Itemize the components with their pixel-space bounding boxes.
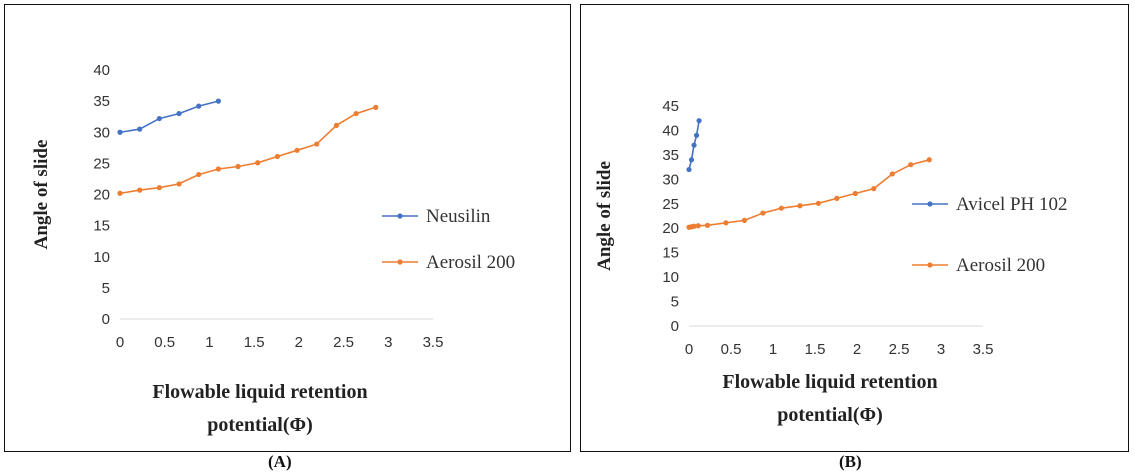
x-tick-label: 1.5 — [244, 334, 265, 351]
panel-label-b: (B) — [839, 452, 862, 471]
data-point — [373, 104, 379, 110]
x-axis-label: Flowable liquid retention — [722, 371, 937, 393]
x-axis-label: Flowable liquid retention — [152, 381, 367, 403]
y-tick-label: 40 — [662, 122, 679, 139]
y-tick-label: 25 — [662, 196, 679, 213]
legend-label: Avicel PH 102 — [956, 194, 1068, 215]
x-tick-label: 2.5 — [889, 341, 910, 358]
y-tick-label: 10 — [93, 249, 110, 266]
data-point — [908, 162, 914, 168]
legend-marker — [927, 262, 933, 268]
data-point — [834, 195, 840, 201]
data-point — [778, 205, 784, 211]
y-tick-label: 25 — [93, 155, 110, 172]
legend-marker — [397, 213, 403, 219]
data-point — [688, 157, 695, 163]
x-tick-label: 3 — [937, 341, 945, 358]
panel-label-a: (A) — [268, 452, 292, 471]
data-point — [926, 157, 932, 163]
x-tick-label: 1 — [205, 334, 213, 351]
chart-panel-a: 0 5 10 15 20 25 30 35 40 0 0.5 1 1.5 2 2.5 3 3.5 Angle of… — [4, 4, 571, 452]
data-point — [196, 103, 202, 109]
data-point — [889, 171, 895, 177]
x-tick-label: 1 — [769, 341, 777, 358]
data-point — [704, 222, 711, 228]
data-point — [691, 142, 697, 148]
y-tick-label: 30 — [662, 171, 679, 188]
data-point — [215, 166, 221, 172]
chart-b: 0 5 10 15 20 25 30 35 40 45 0 0.5 1 1.5 2 2.5 3 3.5 Angle … — [594, 98, 1068, 426]
y-tick-label: 10 — [662, 269, 679, 286]
data-point — [274, 153, 280, 160]
x-tick-label: 3.5 — [423, 334, 444, 351]
y-tick-label: 45 — [662, 98, 679, 115]
data-point — [294, 147, 300, 153]
data-point — [196, 171, 202, 178]
data-point — [117, 190, 123, 196]
legend-label: Neusilin — [426, 206, 491, 227]
y-tick-label: 40 — [93, 62, 110, 79]
data-point — [797, 203, 803, 209]
data-point — [117, 129, 123, 135]
y-tick-label: 0 — [102, 311, 110, 328]
data-point — [156, 185, 162, 191]
data-point — [215, 98, 221, 104]
x-tick-label: 0.5 — [154, 334, 175, 351]
x-tick-label: 0.5 — [721, 341, 742, 358]
series-line — [688, 159, 930, 228]
data-point — [760, 210, 766, 216]
data-point — [871, 186, 877, 192]
data-point — [333, 122, 340, 129]
legend-marker — [927, 201, 933, 207]
data-point — [693, 132, 700, 138]
series-line — [119, 106, 377, 195]
legend-label: Aerosil 200 — [956, 255, 1045, 276]
data-point — [176, 181, 182, 187]
data-point — [176, 110, 182, 117]
x-tick-label: 2.5 — [333, 334, 354, 351]
y-tick-label: 20 — [662, 220, 679, 237]
x-axis-label: potential(Φ) — [207, 414, 312, 436]
data-point — [686, 166, 692, 173]
y-tick-label: 20 — [93, 187, 110, 204]
chart-panel-b: 0 5 10 15 20 25 30 35 40 45 0 0.5 1 1.5 2 2.5 3 3.5 Angle … — [580, 4, 1129, 452]
legend-label: Aerosil 200 — [426, 252, 515, 273]
series-line — [119, 100, 219, 134]
y-axis-label: Angle of slide — [594, 161, 615, 271]
y-tick-label: 15 — [662, 245, 679, 262]
x-tick-label: 0 — [685, 341, 693, 358]
y-tick-label: 0 — [671, 318, 679, 335]
data-point — [696, 118, 702, 124]
x-tick-label: 1.5 — [805, 341, 826, 358]
y-tick-label: 35 — [662, 147, 679, 164]
x-tick-label: 0 — [116, 334, 124, 351]
data-point — [255, 160, 261, 166]
data-point — [741, 217, 748, 223]
data-point — [691, 223, 697, 229]
data-point — [815, 200, 821, 206]
data-point — [852, 190, 858, 197]
data-point — [156, 115, 162, 122]
data-point — [353, 110, 359, 117]
data-point — [235, 163, 241, 170]
x-tick-label: 3.5 — [973, 341, 994, 358]
x-tick-label: 2 — [853, 341, 861, 358]
y-axis-label: Angle of slide — [31, 140, 52, 250]
y-tick-label: 35 — [93, 93, 110, 110]
x-axis-label: potential(Φ) — [777, 404, 882, 426]
y-tick-label: 5 — [102, 280, 110, 297]
data-point — [695, 223, 701, 229]
chart-a: 0 5 10 15 20 25 30 35 40 0 0.5 1 1.5 2 2.5 3 3.5 Angle of… — [31, 62, 515, 436]
data-point — [137, 126, 143, 132]
data-point — [723, 220, 729, 226]
data-point — [314, 141, 320, 147]
x-tick-label: 3 — [384, 334, 392, 351]
data-point — [137, 187, 143, 193]
y-tick-label: 15 — [93, 218, 110, 235]
y-tick-label: 5 — [671, 294, 679, 311]
x-tick-label: 2 — [295, 334, 303, 351]
legend-marker — [397, 259, 403, 265]
y-tick-label: 30 — [93, 124, 110, 141]
